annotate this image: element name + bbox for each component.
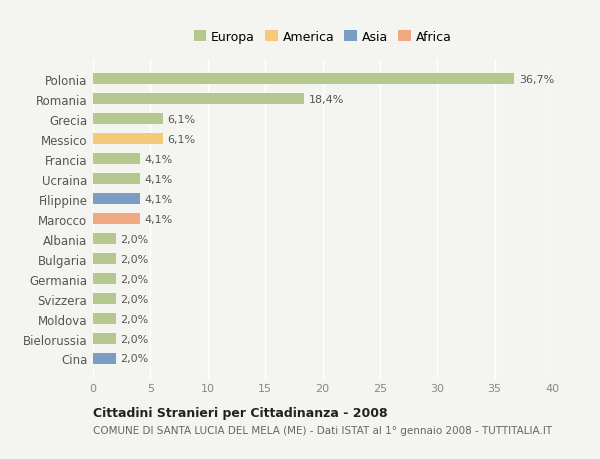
Bar: [93, 194, 140, 205]
Bar: [93, 94, 304, 105]
Bar: [93, 253, 116, 264]
Text: COMUNE DI SANTA LUCIA DEL MELA (ME) - Dati ISTAT al 1° gennaio 2008 - TUTTITALIA: COMUNE DI SANTA LUCIA DEL MELA (ME) - Da…: [93, 425, 552, 435]
Text: 2,0%: 2,0%: [121, 254, 149, 264]
Bar: [93, 313, 116, 325]
Text: 36,7%: 36,7%: [519, 75, 554, 84]
Text: Cittadini Stranieri per Cittadinanza - 2008: Cittadini Stranieri per Cittadinanza - 2…: [93, 406, 388, 419]
Bar: [93, 333, 116, 344]
Text: 6,1%: 6,1%: [167, 134, 196, 145]
Bar: [93, 293, 116, 304]
Text: 2,0%: 2,0%: [121, 294, 149, 304]
Bar: [93, 234, 116, 245]
Bar: [93, 154, 140, 165]
Text: 2,0%: 2,0%: [121, 354, 149, 364]
Text: 4,1%: 4,1%: [145, 154, 173, 164]
Text: 2,0%: 2,0%: [121, 234, 149, 244]
Text: 4,1%: 4,1%: [145, 174, 173, 185]
Text: 2,0%: 2,0%: [121, 334, 149, 344]
Text: 4,1%: 4,1%: [145, 194, 173, 204]
Bar: [93, 174, 140, 185]
Bar: [93, 74, 514, 85]
Text: 4,1%: 4,1%: [145, 214, 173, 224]
Bar: [93, 274, 116, 285]
Legend: Europa, America, Asia, Africa: Europa, America, Asia, Africa: [194, 31, 451, 44]
Bar: [93, 214, 140, 224]
Text: 18,4%: 18,4%: [309, 95, 344, 105]
Text: 6,1%: 6,1%: [167, 115, 196, 124]
Bar: [93, 134, 163, 145]
Text: 2,0%: 2,0%: [121, 274, 149, 284]
Bar: [93, 114, 163, 125]
Text: 2,0%: 2,0%: [121, 314, 149, 324]
Bar: [93, 353, 116, 364]
